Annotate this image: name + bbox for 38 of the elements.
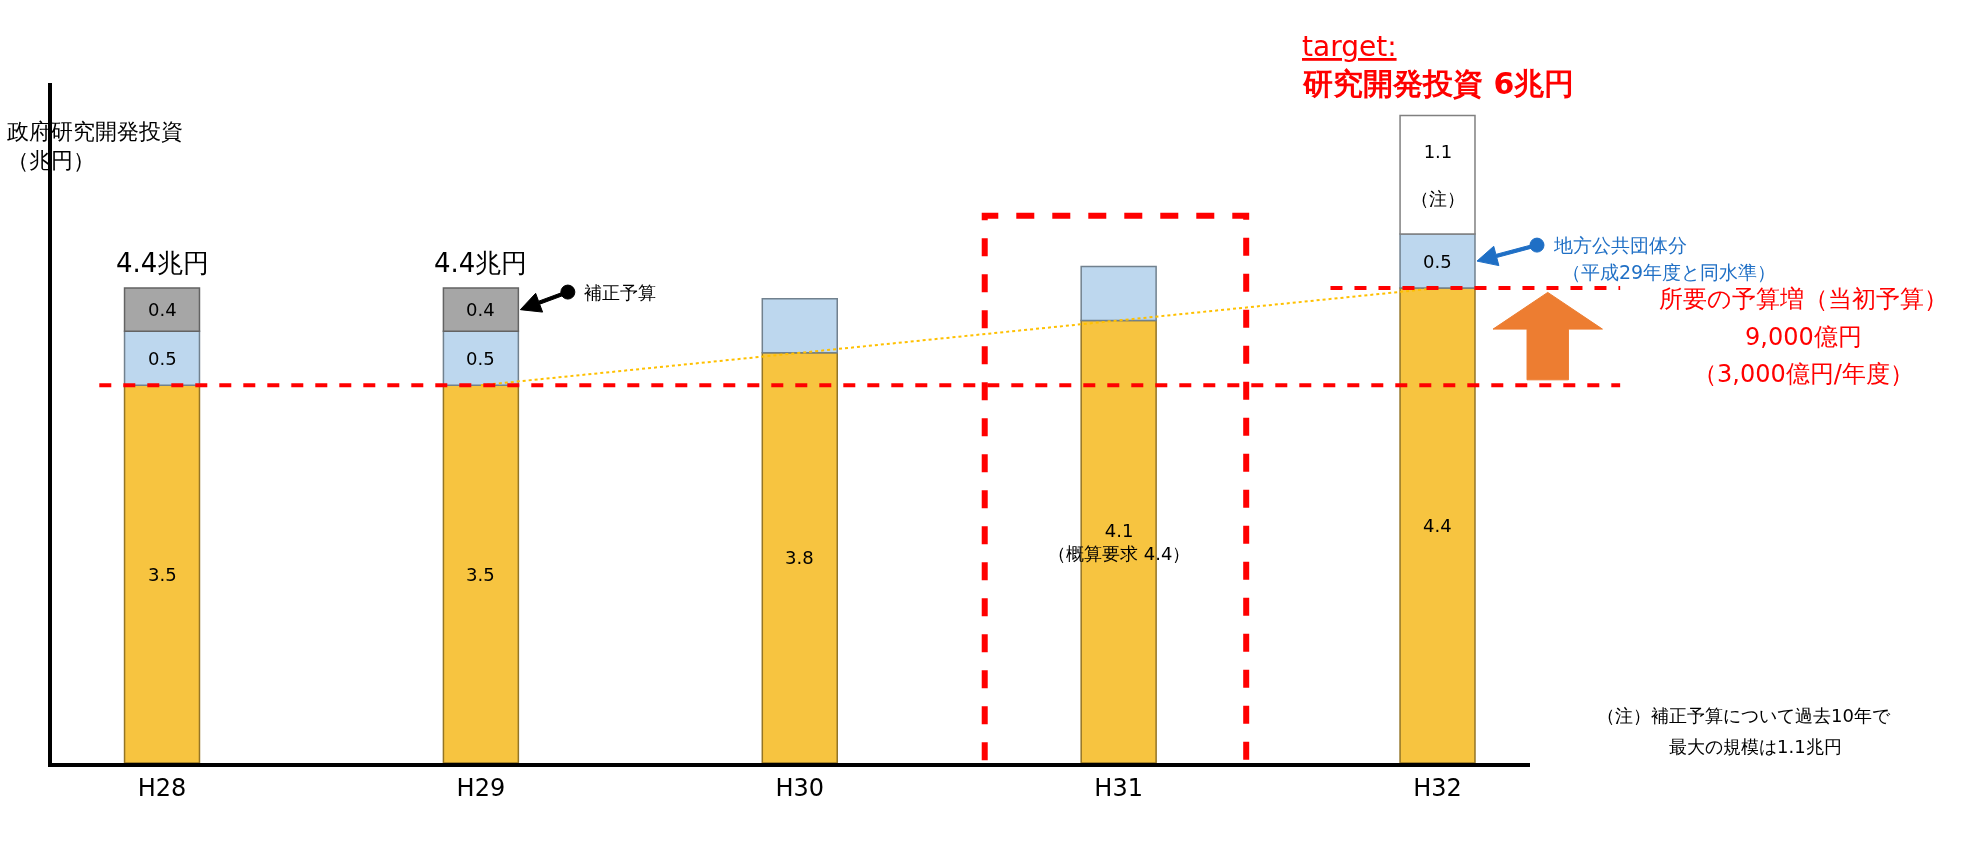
text: 所要の予算増（当初予算） [1659, 285, 1948, 313]
total-label: 4.4兆円 [116, 248, 210, 278]
x-tick-label: H32 [1413, 773, 1462, 802]
data-label: 0.4 [466, 299, 495, 320]
text: （注）補正予算について過去10年で [1597, 705, 1891, 726]
annotation: 地方公共団体分 [1553, 234, 1687, 256]
bar [442, 287, 520, 332]
annotation: 研究開発投資 6兆円 [1302, 66, 1575, 101]
data-label: 0.5 [466, 348, 495, 369]
data-label: 3.5 [148, 564, 177, 585]
bar [761, 298, 838, 354]
text: （3,000億円/年度） [1693, 360, 1914, 388]
x-tick-label: H29 [456, 773, 506, 802]
x-tick-label: H28 [137, 773, 187, 802]
text: 1.1 （注） [1411, 141, 1465, 209]
bar [123, 287, 201, 332]
data-label: 0.4 [148, 299, 177, 320]
bar [1080, 265, 1157, 322]
data-label: 0.5 [1423, 251, 1452, 272]
text: 9,000億円 [1745, 323, 1862, 351]
bar [761, 352, 838, 763]
bar [123, 330, 201, 386]
bar [442, 384, 520, 763]
annotation: 補正予算 [584, 282, 656, 303]
bar [1399, 114, 1476, 235]
bar [123, 384, 201, 763]
x-tick-label: H30 [775, 773, 825, 802]
annotation: （平成29年度と同水準） [1562, 261, 1777, 283]
x-tick-label: H31 [1094, 773, 1143, 802]
bar [1399, 287, 1476, 763]
text: 最大の規模は1.1兆円 [1669, 736, 1842, 757]
data-label: 3.8 [785, 547, 814, 568]
bar [1399, 233, 1476, 289]
data-label: 0.5 [148, 348, 177, 369]
annotation: target: [1302, 30, 1397, 63]
data-label: 3.5 [466, 564, 495, 585]
total-label: 4.4兆円 [434, 248, 528, 278]
data-label: 4.4 [1423, 515, 1452, 536]
